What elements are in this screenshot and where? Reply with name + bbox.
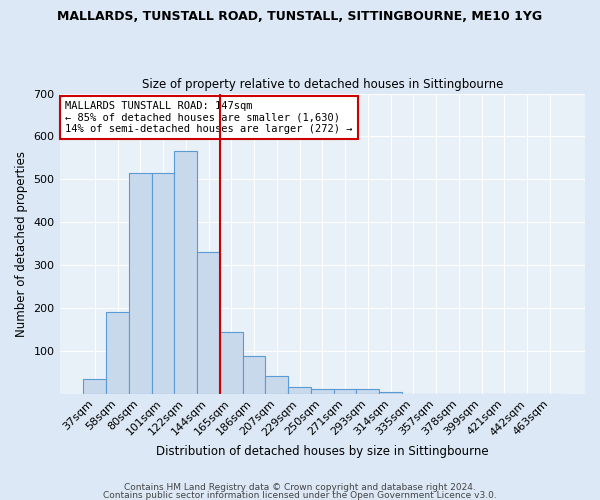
Bar [242, 356, 265, 394]
Bar [152, 173, 175, 394]
Bar [129, 173, 152, 394]
Bar [356, 388, 379, 394]
Bar [175, 152, 197, 394]
Text: Contains HM Land Registry data © Crown copyright and database right 2024.: Contains HM Land Registry data © Crown c… [124, 484, 476, 492]
Text: MALLARDS TUNSTALL ROAD: 147sqm
← 85% of detached houses are smaller (1,630)
14% : MALLARDS TUNSTALL ROAD: 147sqm ← 85% of … [65, 101, 352, 134]
Title: Size of property relative to detached houses in Sittingbourne: Size of property relative to detached ho… [142, 78, 503, 91]
Text: MALLARDS, TUNSTALL ROAD, TUNSTALL, SITTINGBOURNE, ME10 1YG: MALLARDS, TUNSTALL ROAD, TUNSTALL, SITTI… [58, 10, 542, 23]
Text: Contains public sector information licensed under the Open Government Licence v3: Contains public sector information licen… [103, 491, 497, 500]
Bar [220, 332, 242, 394]
Bar [334, 390, 356, 394]
Bar [288, 388, 311, 394]
Bar [379, 392, 402, 394]
Bar [197, 252, 220, 394]
Bar [265, 376, 288, 394]
Y-axis label: Number of detached properties: Number of detached properties [15, 150, 28, 336]
Bar [106, 312, 129, 394]
Bar [83, 378, 106, 394]
X-axis label: Distribution of detached houses by size in Sittingbourne: Distribution of detached houses by size … [156, 444, 488, 458]
Bar [311, 390, 334, 394]
